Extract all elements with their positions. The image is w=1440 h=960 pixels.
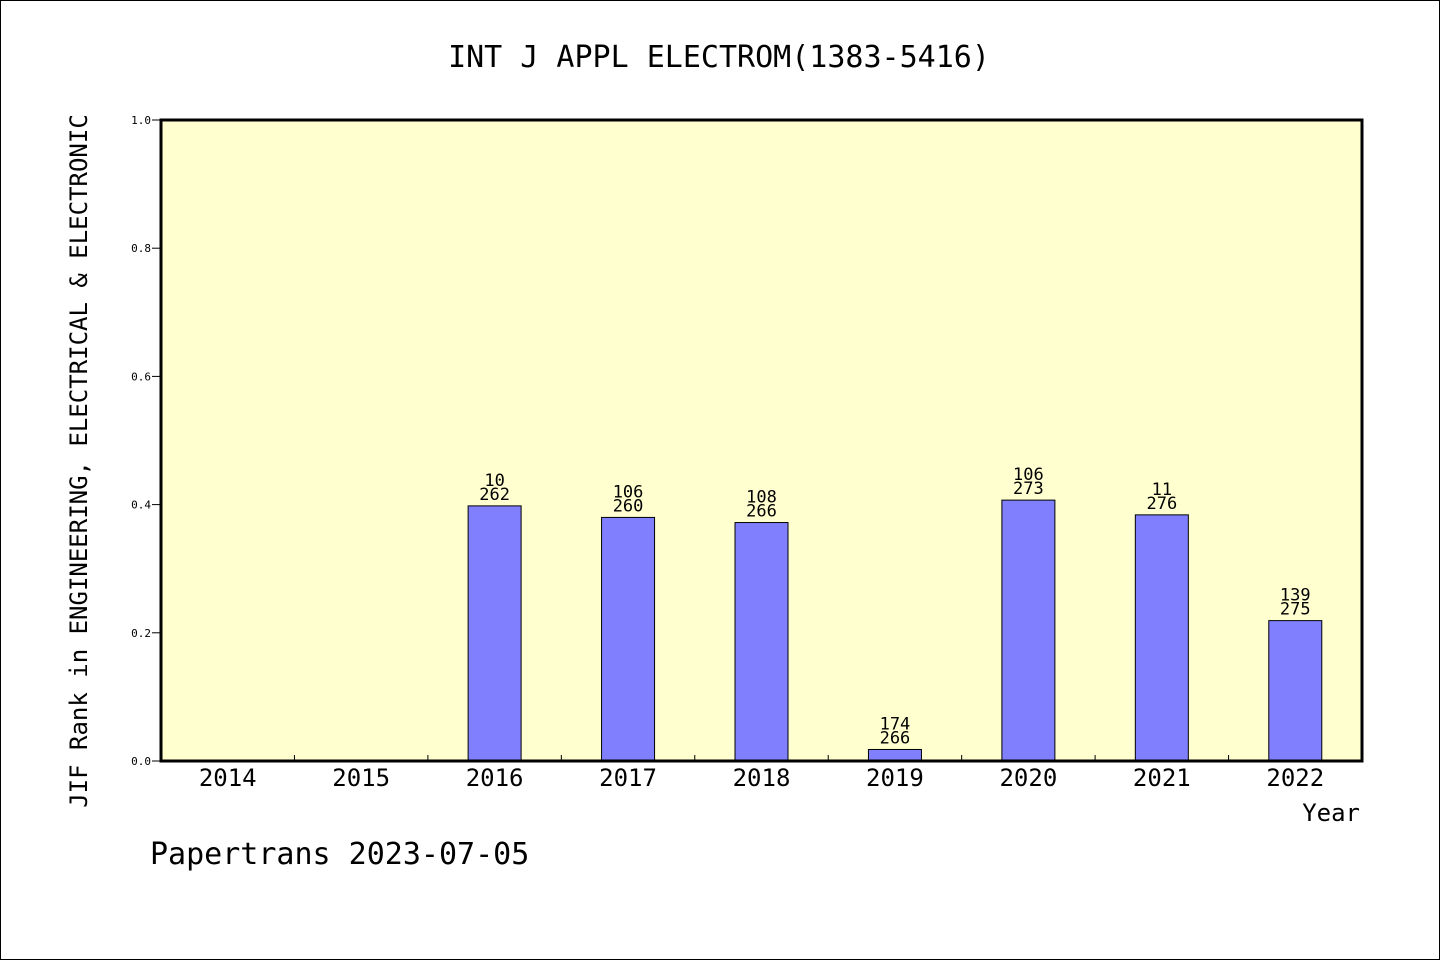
bars-group [467, 499, 1323, 762]
bar-label-top-2021: 11 [1152, 480, 1172, 500]
bar-label-bottom-2020: 273 [1013, 479, 1044, 499]
x-ticks-group: 2014 2015 2016 2017 2018 2019 2020 2021 2022 [199, 755, 1324, 792]
bar-2018 [734, 522, 789, 762]
bar-label-top-2018: 108 [746, 488, 777, 508]
x-tick-label-2018: 2018 [733, 764, 791, 792]
x-axis-label: Year [1302, 799, 1360, 827]
bar-label-top-2019: 174 [880, 714, 911, 734]
bar-label-top-2022: 139 [1280, 586, 1311, 606]
bar-label-bottom-2019: 266 [880, 728, 911, 748]
bar-2020 [1001, 499, 1056, 762]
bar-2021 [1134, 514, 1189, 762]
bar-label-bottom-2017: 260 [613, 496, 644, 516]
bar-label-top-2017: 106 [613, 482, 644, 502]
bar-label-bottom-2022: 275 [1280, 600, 1311, 620]
bar-label-bottom-2016: 262 [479, 485, 510, 505]
y-ticks-group: 0.0 0.2 0.4 0.6 0.8 1.0 [131, 114, 161, 768]
x-tick-label-2020: 2020 [999, 764, 1057, 792]
chart-title: INT J APPL ELECTROM(1383-5416) [448, 40, 990, 75]
x-tick-label-2022: 2022 [1266, 764, 1324, 792]
x-tick-label-2019: 2019 [866, 764, 924, 792]
y-axis-label: JIF Rank in ENGINEERING, ELECTRICAL & EL… [65, 114, 93, 808]
x-tick-label-2015: 2015 [332, 764, 390, 792]
x-tick-label-2016: 2016 [466, 764, 524, 792]
x-tick-label-2014: 2014 [199, 764, 257, 792]
y-tick-label: 0.8 [131, 242, 151, 255]
x-tick-label-2017: 2017 [599, 764, 657, 792]
y-tick-label: 0.4 [131, 499, 151, 512]
bar-2022 [1268, 620, 1323, 762]
bar-2016 [467, 505, 522, 762]
bar-label-top-2016: 10 [484, 471, 504, 491]
y-tick-label: 0.0 [131, 755, 151, 768]
y-tick-label: 0.6 [131, 370, 151, 383]
y-tick-label: 0.2 [131, 627, 151, 640]
x-tick-label-2021: 2021 [1133, 764, 1191, 792]
footer-credit: Papertrans 2023-07-05 [150, 837, 529, 872]
bar-label-top-2020: 106 [1013, 465, 1044, 485]
bar-label-bottom-2021: 276 [1146, 494, 1177, 514]
plot-frame [159, 118, 1364, 763]
bar-2019 [867, 748, 922, 762]
bar-2017 [601, 516, 656, 762]
bar-label-bottom-2018: 266 [746, 502, 777, 522]
y-tick-label: 1.0 [131, 114, 151, 127]
